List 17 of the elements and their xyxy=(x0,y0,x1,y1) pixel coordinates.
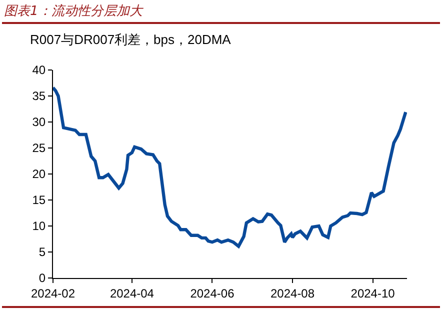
y-tick-label: 15 xyxy=(32,193,46,208)
y-tick-label: 40 xyxy=(32,63,46,78)
y-tick-label: 0 xyxy=(38,271,46,286)
x-tick-label: 2024-08 xyxy=(270,286,315,300)
x-tick-label: 2024-04 xyxy=(110,286,154,300)
x-tick-label: 2024-10 xyxy=(350,286,396,300)
x-tick-label: 2024-02 xyxy=(30,286,76,300)
y-tick-label: 30 xyxy=(32,115,46,130)
y-tick-label: 20 xyxy=(32,167,46,182)
y-tick-label: 10 xyxy=(32,219,46,234)
x-tick-label: 2024-06 xyxy=(190,286,235,300)
y-tick-label: 35 xyxy=(32,89,46,104)
line-series xyxy=(53,86,407,248)
chart-title: 图表1：流动性分层加大 xyxy=(4,3,142,20)
y-tick-label: 25 xyxy=(32,141,46,156)
chart-subtitle: R007与DR007利差，bps，20DMA xyxy=(30,32,232,47)
y-tick-label: 5 xyxy=(38,245,46,260)
